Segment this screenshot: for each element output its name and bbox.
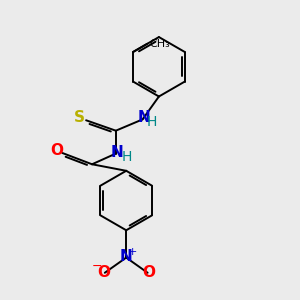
Text: +: + bbox=[128, 247, 137, 257]
Text: N: N bbox=[137, 110, 150, 125]
Text: −: − bbox=[92, 260, 102, 273]
Text: S: S bbox=[74, 110, 85, 125]
Text: O: O bbox=[97, 265, 110, 280]
Text: N: N bbox=[120, 249, 133, 264]
Text: O: O bbox=[142, 265, 155, 280]
Text: H: H bbox=[147, 115, 157, 129]
Text: CH₃: CH₃ bbox=[150, 39, 170, 49]
Text: O: O bbox=[50, 143, 64, 158]
Text: N: N bbox=[111, 145, 123, 160]
Text: H: H bbox=[122, 149, 132, 164]
